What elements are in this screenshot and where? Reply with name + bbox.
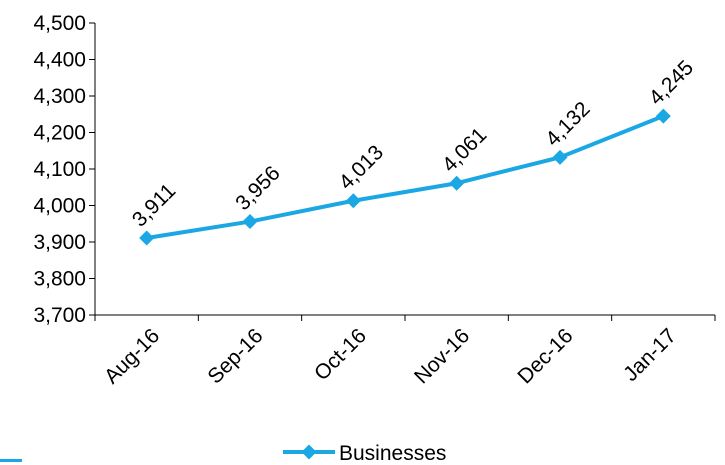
data-point-marker xyxy=(242,214,258,230)
data-label: 3,956 xyxy=(231,162,284,215)
y-tick-label: 3,900 xyxy=(33,231,86,254)
legend-marker-swatch xyxy=(301,444,317,460)
y-tick-label: 4,200 xyxy=(33,122,86,145)
corner-accent-mark xyxy=(0,459,22,462)
y-axis: 3,700 3,800 3,900 4,000 4,100 4,200 4,300 4,400… xyxy=(33,12,96,327)
data-point-marker xyxy=(655,108,671,124)
x-tick-label: Aug-16 xyxy=(100,324,164,388)
y-tick-label: 4,100 xyxy=(33,158,86,181)
y-tick-label: 3,700 xyxy=(33,304,86,327)
y-tick-label: 4,300 xyxy=(33,85,86,108)
data-label: 4,245 xyxy=(645,56,698,109)
series-layer xyxy=(139,108,671,246)
x-tick-label: Nov-16 xyxy=(410,324,474,388)
x-axis: Aug-16 Sep-16 Oct-16 Nov-16 Dec-16 Jan-17 xyxy=(94,314,716,388)
y-tick-label: 4,500 xyxy=(33,12,86,35)
x-tick-label: Sep-16 xyxy=(203,324,267,388)
data-labels: 3,911 3,956 4,013 4,061 4,132 4,245 xyxy=(128,56,698,231)
data-point-marker xyxy=(449,175,465,191)
series-line xyxy=(146,114,665,240)
y-tick-label: 4,400 xyxy=(33,49,86,72)
data-label: 4,061 xyxy=(438,123,491,176)
x-tick-label: Oct-16 xyxy=(310,324,371,385)
x-tick-label: Dec-16 xyxy=(513,324,577,388)
legend-label: Businesses xyxy=(339,442,446,465)
data-point-marker xyxy=(345,193,361,209)
data-label: 3,911 xyxy=(128,179,180,231)
x-tick-label: Jan-17 xyxy=(619,324,681,386)
data-point-marker xyxy=(552,149,568,165)
y-tick-label: 4,000 xyxy=(33,195,86,218)
data-label: 4,132 xyxy=(541,97,594,150)
y-tick-label: 3,800 xyxy=(33,268,86,291)
data-label: 4,013 xyxy=(335,141,388,194)
legend: Businesses xyxy=(283,442,446,465)
data-point-marker xyxy=(139,230,155,246)
